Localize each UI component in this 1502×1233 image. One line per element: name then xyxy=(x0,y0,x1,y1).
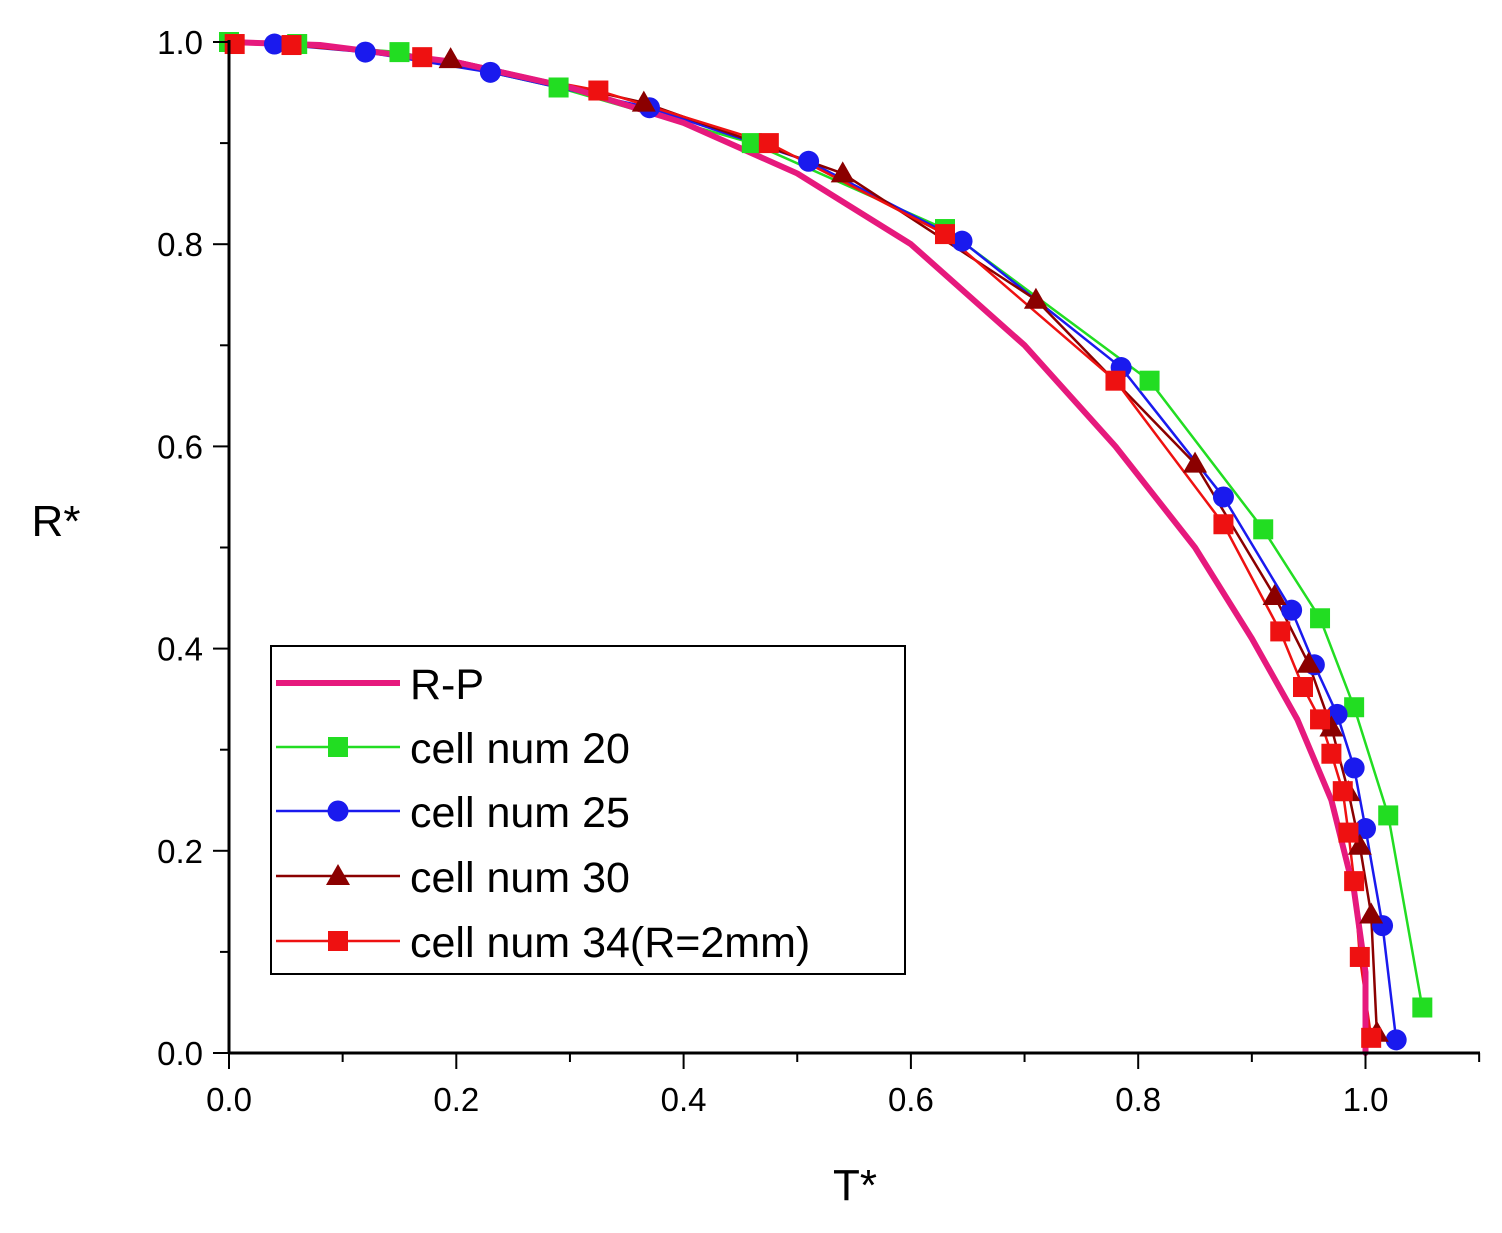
data-point-cell-num-30 xyxy=(1296,651,1321,673)
data-point-cell-num-30 xyxy=(1023,287,1048,309)
data-point-cell-num-20 xyxy=(548,77,569,98)
data-point-cell-num-30 xyxy=(1319,715,1344,737)
data-point-cell-num-20 xyxy=(1310,608,1331,629)
data-point-cell-num-20 xyxy=(1253,519,1274,540)
data-point-cell-num-20 xyxy=(1344,697,1365,718)
y-tick-label: 0.2 xyxy=(157,833,203,870)
data-point-cell-num-30 xyxy=(1262,584,1287,606)
y-tick-label: 0.6 xyxy=(157,428,203,465)
data-point-cell-num-20 xyxy=(389,42,410,63)
legend-marker xyxy=(327,800,349,822)
y-tick-label: 0.0 xyxy=(157,1035,203,1072)
data-point-cell-num-34-r-2mm- xyxy=(1105,370,1126,391)
data-point-cell-num-20 xyxy=(1412,997,1433,1018)
data-point-cell-num-34-r-2mm- xyxy=(1213,514,1234,535)
data-point-cell-num-34-r-2mm- xyxy=(1292,677,1313,698)
data-point-cell-num-25 xyxy=(951,230,973,252)
x-axis-title: T* xyxy=(833,1161,877,1210)
data-point-cell-num-30 xyxy=(1359,902,1384,924)
legend-label: cell num 34(R=2mm) xyxy=(410,919,810,967)
data-point-cell-num-20 xyxy=(1378,805,1399,826)
data-point-cell-num-25 xyxy=(1212,486,1234,508)
legend-marker xyxy=(326,864,350,885)
data-point-cell-num-34-r-2mm- xyxy=(758,133,779,154)
data-point-cell-num-20 xyxy=(741,133,762,154)
legend-rows: R-P cell num 20 cell num 25 cell num 30 cell… xyxy=(276,661,810,967)
series-layer xyxy=(219,32,1433,1056)
ticks-layer: 0.0 0.2 0.4 0.6 0.8 1.0 0.0 0.2 0.4 0.6 0.8 1.0 xyxy=(157,24,1481,1118)
legend: R-P cell num 20 cell num 25 cell num 30 cell… xyxy=(270,645,906,975)
data-point-cell-num-25 xyxy=(479,61,501,83)
legend-marker xyxy=(328,931,348,951)
data-point-cell-num-34-r-2mm- xyxy=(281,35,302,56)
x-tick-label: 0.2 xyxy=(433,1081,479,1118)
legend-label: R-P xyxy=(410,661,484,709)
data-point-cell-num-34-r-2mm- xyxy=(412,47,433,68)
data-point-cell-num-30 xyxy=(1347,833,1372,855)
data-point-cell-num-34-r-2mm- xyxy=(1349,946,1370,967)
legend-label: cell num 30 xyxy=(410,854,630,902)
data-point-cell-num-34-r-2mm- xyxy=(1332,781,1353,802)
data-point-cell-num-34-r-2mm- xyxy=(1344,871,1365,892)
x-tick-label: 0.0 xyxy=(206,1081,252,1118)
data-point-cell-num-20 xyxy=(1139,370,1160,391)
data-point-cell-num-34-r-2mm- xyxy=(588,80,609,101)
data-point-cell-num-34-r-2mm- xyxy=(1321,743,1342,764)
legend-marker xyxy=(328,737,348,757)
data-point-cell-num-34-r-2mm- xyxy=(934,224,955,245)
legend-label: cell num 20 xyxy=(410,725,630,773)
data-point-cell-num-30 xyxy=(1183,451,1208,473)
y-tick-label: 0.4 xyxy=(157,631,203,668)
y-tick-label: 1.0 xyxy=(157,24,203,61)
series-line-r-p xyxy=(226,39,1369,1056)
data-point-cell-num-25 xyxy=(1385,1029,1407,1051)
data-point-cell-num-34-r-2mm- xyxy=(1270,621,1291,642)
x-tick-label: 0.6 xyxy=(888,1081,934,1118)
data-point-cell-num-30 xyxy=(631,90,656,112)
x-tick-label: 0.4 xyxy=(661,1081,707,1118)
data-point-cell-num-25 xyxy=(354,41,376,63)
y-axis-title: R* xyxy=(32,497,81,546)
data-point-cell-num-30 xyxy=(830,161,855,183)
x-tick-label: 1.0 xyxy=(1343,1081,1389,1118)
data-point-cell-num-34-r-2mm- xyxy=(1310,709,1331,730)
y-tick-label: 0.8 xyxy=(157,226,203,263)
data-point-cell-num-25 xyxy=(798,150,820,172)
data-point-cell-num-25 xyxy=(1343,757,1365,779)
data-point-cell-num-25 xyxy=(263,33,285,55)
legend-label: cell num 25 xyxy=(410,789,630,837)
x-tick-label: 0.8 xyxy=(1115,1081,1161,1118)
data-point-cell-num-30 xyxy=(438,47,463,69)
data-point-cell-num-34-r-2mm- xyxy=(1361,1027,1382,1048)
data-point-cell-num-34-r-2mm- xyxy=(1338,822,1359,843)
data-point-cell-num-25 xyxy=(1355,818,1376,840)
